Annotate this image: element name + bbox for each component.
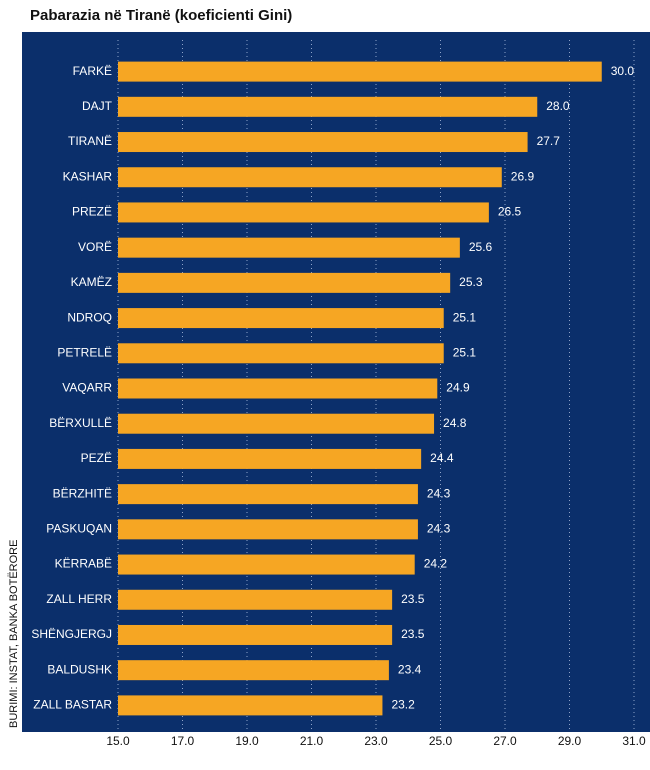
x-tick-label: 15.0 [106, 734, 130, 748]
value-label: 26.9 [511, 169, 535, 183]
value-label: 23.5 [401, 627, 425, 641]
value-label: 24.9 [446, 381, 470, 395]
bar [118, 554, 415, 575]
bar [118, 237, 460, 258]
x-tick-label: 25.0 [429, 734, 453, 748]
y-tick-label: VAQARR [62, 381, 112, 395]
y-tick-label: DAJT [82, 99, 113, 113]
bar [118, 308, 444, 329]
value-label: 30.0 [611, 64, 635, 78]
bar [118, 519, 418, 540]
bar [118, 167, 502, 188]
bar [118, 589, 393, 610]
x-tick-label: 29.0 [558, 734, 582, 748]
y-tick-label: BËRZHITË [53, 486, 112, 500]
y-tick-label: NDROQ [67, 310, 112, 324]
value-label: 25.3 [459, 275, 483, 289]
y-tick-label: PASKUQAN [46, 522, 112, 536]
value-label: 28.0 [546, 99, 570, 113]
bar [118, 448, 422, 469]
x-tick-label: 31.0 [622, 734, 646, 748]
y-tick-label: KASHAR [63, 169, 113, 183]
bar [118, 272, 451, 293]
y-tick-label: ZALL BASTAR [33, 698, 112, 712]
value-label: 24.3 [427, 486, 451, 500]
bar [118, 96, 538, 117]
bar [118, 484, 418, 505]
value-label: 26.5 [498, 205, 522, 219]
y-tick-label: VORË [78, 240, 112, 254]
value-label: 27.7 [537, 134, 561, 148]
bar [118, 378, 438, 399]
source: BURIMI: INSTAT, BANKA BOTËRORE [8, 540, 20, 728]
bar [118, 695, 383, 716]
y-tick-label: TIRANË [68, 134, 112, 148]
x-tick-label: 27.0 [493, 734, 517, 748]
bar [118, 413, 435, 434]
chart-title: Pabarazia në Tiranë (koeficienti Gini) [30, 7, 292, 24]
value-label: 25.1 [453, 345, 477, 359]
y-tick-label: FARKË [73, 64, 112, 78]
value-label: 25.1 [453, 310, 477, 324]
y-tick-label: KËRRABË [55, 557, 112, 571]
value-label: 23.2 [391, 698, 415, 712]
bar [118, 202, 489, 223]
bar [118, 624, 393, 645]
y-tick-label: PEZË [81, 451, 112, 465]
value-label: 24.2 [424, 557, 448, 571]
y-tick-label: PETRELË [57, 345, 112, 359]
x-tick-label: 23.0 [364, 734, 388, 748]
value-label: 23.5 [401, 592, 425, 606]
bar [118, 343, 444, 364]
y-tick-label: KAMËZ [71, 275, 112, 289]
bar [118, 660, 389, 681]
value-label: 24.3 [427, 522, 451, 536]
y-tick-label: ZALL HERR [46, 592, 112, 606]
bar [118, 61, 602, 82]
y-tick-label: BËRXULLË [49, 416, 112, 430]
value-label: 23.4 [398, 662, 422, 676]
y-tick-label: BALDUSHK [47, 662, 112, 676]
y-tick-label: SHËNGJERGJ [31, 627, 112, 641]
x-tick-label: 17.0 [171, 734, 195, 748]
value-label: 24.8 [443, 416, 467, 430]
value-label: 25.6 [469, 240, 493, 254]
x-tick-label: 21.0 [300, 734, 324, 748]
x-tick-label: 19.0 [235, 734, 259, 748]
value-label: 24.4 [430, 451, 454, 465]
bar [118, 132, 528, 153]
y-tick-label: PREZË [72, 205, 112, 219]
